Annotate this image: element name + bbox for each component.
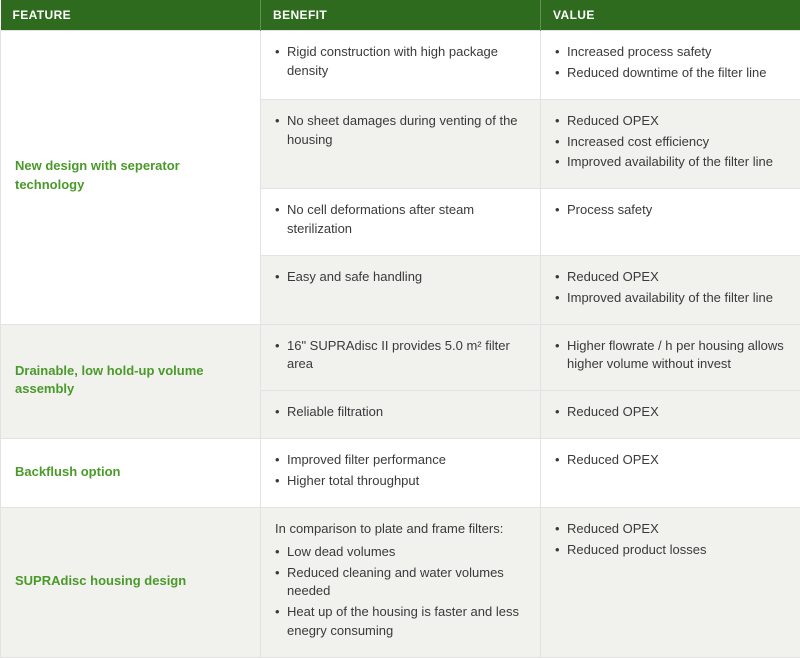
bullet-list: Process safety bbox=[555, 201, 786, 220]
benefit-cell: Rigid construction with high package den… bbox=[261, 31, 541, 100]
bullet-item: Low dead volumes bbox=[275, 543, 526, 562]
bullet-item: Reduced downtime of the filter line bbox=[555, 64, 786, 83]
bullet-item: Heat up of the housing is faster and les… bbox=[275, 603, 526, 641]
value-cell: Reduced OPEX Reduced product losses bbox=[541, 507, 800, 657]
header-value: VALUE bbox=[541, 0, 800, 31]
table-header-row: FEATURE BENEFIT VALUE bbox=[1, 0, 800, 31]
feature-cell: Drainable, low hold-up volume assembly bbox=[1, 324, 261, 439]
bullet-item: No cell deformations after steam sterili… bbox=[275, 201, 526, 239]
value-cell: Reduced OPEX bbox=[541, 391, 800, 439]
bullet-item: Reliable filtration bbox=[275, 403, 526, 422]
bullet-item: No sheet damages during venting of the h… bbox=[275, 112, 526, 150]
table-row: New design with seperator technologyRigi… bbox=[1, 31, 800, 100]
feature-benefit-value-table: FEATURE BENEFIT VALUE New design with se… bbox=[0, 0, 800, 658]
bullet-item: Reduced product losses bbox=[555, 541, 786, 560]
bullet-list: Reliable filtration bbox=[275, 403, 526, 422]
feature-cell: SUPRAdisc housing design bbox=[1, 507, 261, 657]
bullet-item: Improved availability of the filter line bbox=[555, 153, 786, 172]
bullet-item: Improved filter performance bbox=[275, 451, 526, 470]
header-feature: FEATURE bbox=[1, 0, 261, 31]
bullet-list: 16" SUPRAdisc II provides 5.0 m² filter … bbox=[275, 337, 526, 375]
value-cell: Higher flowrate / h per housing allows h… bbox=[541, 324, 800, 391]
bullet-item: Reduced cleaning and water volumes neede… bbox=[275, 564, 526, 602]
benefit-cell: In comparison to plate and frame filters… bbox=[261, 507, 541, 657]
bullet-list: Reduced OPEX bbox=[555, 451, 786, 470]
bullet-list: Easy and safe handling bbox=[275, 268, 526, 287]
bullet-item: 16" SUPRAdisc II provides 5.0 m² filter … bbox=[275, 337, 526, 375]
bullet-list: Reduced OPEX Increased cost efficiencyImp… bbox=[555, 112, 786, 173]
bullet-list: Rigid construction with high package den… bbox=[275, 43, 526, 81]
lead-text: In comparison to plate and frame filters… bbox=[275, 520, 526, 539]
bullet-item: Improved availability of the filter line bbox=[555, 289, 786, 308]
benefit-cell: No cell deformations after steam sterili… bbox=[261, 189, 541, 256]
table-row: SUPRAdisc housing design In comparison to… bbox=[1, 507, 800, 657]
feature-cell: Backflush option bbox=[1, 439, 261, 508]
bullet-item: Reduced OPEX bbox=[555, 112, 786, 131]
bullet-list: Low dead volumes Reduced cleaning and wat… bbox=[275, 543, 526, 641]
bullet-list: Improved filter performance Higher total … bbox=[275, 451, 526, 491]
bullet-item: Rigid construction with high package den… bbox=[275, 43, 526, 81]
bullet-list: No cell deformations after steam sterili… bbox=[275, 201, 526, 239]
bullet-list: Higher flowrate / h per housing allows h… bbox=[555, 337, 786, 375]
bullet-item: Reduced OPEX bbox=[555, 403, 786, 422]
bullet-item: Reduced OPEX bbox=[555, 451, 786, 470]
value-cell: Increased process safety Reduced downtime… bbox=[541, 31, 800, 100]
table-row: Backflush option Improved filter performa… bbox=[1, 439, 800, 508]
bullet-item: Higher total throughput bbox=[275, 472, 526, 491]
bullet-list: Increased process safety Reduced downtime… bbox=[555, 43, 786, 83]
table-row: Drainable, low hold-up volume assembly16… bbox=[1, 324, 800, 391]
value-cell: Reduced OPEX bbox=[541, 439, 800, 508]
bullet-item: Easy and safe handling bbox=[275, 268, 526, 287]
bullet-list: Reduced OPEX Reduced product losses bbox=[555, 520, 786, 560]
bullet-list: Reduced OPEX bbox=[555, 403, 786, 422]
bullet-item: Higher flowrate / h per housing allows h… bbox=[555, 337, 786, 375]
benefit-cell: Reliable filtration bbox=[261, 391, 541, 439]
benefit-cell: Improved filter performance Higher total … bbox=[261, 439, 541, 508]
bullet-item: Increased cost efficiency bbox=[555, 133, 786, 152]
value-cell: Process safety bbox=[541, 189, 800, 256]
bullet-list: Reduced OPEX Improved availability of the… bbox=[555, 268, 786, 308]
bullet-item: Process safety bbox=[555, 201, 786, 220]
bullet-list: No sheet damages during venting of the h… bbox=[275, 112, 526, 150]
benefit-cell: 16" SUPRAdisc II provides 5.0 m² filter … bbox=[261, 324, 541, 391]
value-cell: Reduced OPEX Improved availability of the… bbox=[541, 255, 800, 324]
bullet-item: Increased process safety bbox=[555, 43, 786, 62]
header-benefit: BENEFIT bbox=[261, 0, 541, 31]
bullet-item: Reduced OPEX bbox=[555, 268, 786, 287]
benefit-cell: Easy and safe handling bbox=[261, 255, 541, 324]
feature-cell: New design with seperator technology bbox=[1, 31, 261, 325]
benefit-cell: No sheet damages during venting of the h… bbox=[261, 99, 541, 189]
table-body: New design with seperator technology Rigi… bbox=[1, 31, 800, 658]
bullet-item: Reduced OPEX bbox=[555, 520, 786, 539]
value-cell: Reduced OPEX Increased cost efficiencyImp… bbox=[541, 99, 800, 189]
